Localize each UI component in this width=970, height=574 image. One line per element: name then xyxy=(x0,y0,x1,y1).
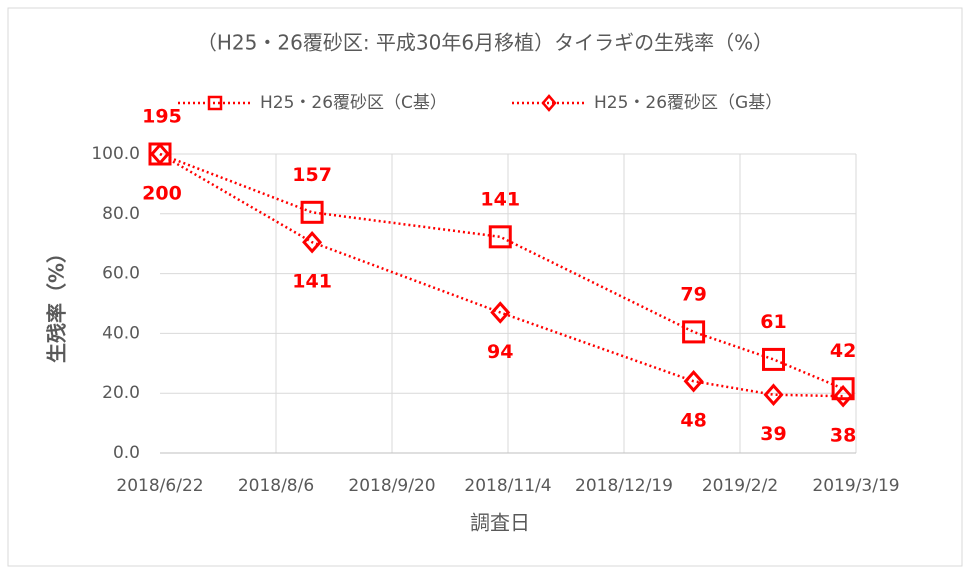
y-tick-label: 100.0 xyxy=(91,144,140,164)
marker xyxy=(490,301,511,324)
legend-label: H25・26覆砂区（G基） xyxy=(594,93,782,113)
y-tick-label: 40.0 xyxy=(102,323,140,343)
data-label: 39 xyxy=(760,423,786,445)
series-line xyxy=(159,152,844,390)
data-label: 200 xyxy=(142,183,182,205)
marker xyxy=(833,384,854,408)
marker xyxy=(149,142,171,166)
legend-label: H25・26覆砂区（C基） xyxy=(260,93,447,113)
data-label: 48 xyxy=(680,410,706,432)
data-label: 94 xyxy=(487,341,513,363)
data-label: 141 xyxy=(480,188,520,210)
x-axis-label: 調査日 xyxy=(470,511,530,535)
y-tick-label: 80.0 xyxy=(102,204,140,224)
marker xyxy=(488,225,512,249)
marker xyxy=(302,230,323,254)
marker xyxy=(300,200,324,224)
data-label: 79 xyxy=(680,283,706,305)
x-tick-label: 2018/6/22 xyxy=(116,476,203,496)
marker xyxy=(763,383,784,406)
y-tick-label: 0.0 xyxy=(113,443,140,463)
y-tick-label: 60.0 xyxy=(102,264,140,284)
data-label: 61 xyxy=(760,311,786,333)
marker xyxy=(762,347,786,371)
data-label: 141 xyxy=(292,271,332,293)
x-tick-label: 2018/9/20 xyxy=(348,476,435,496)
y-axis-label: 生残率（%） xyxy=(45,243,69,363)
x-tick-label: 2018/12/19 xyxy=(575,476,673,496)
data-label: 42 xyxy=(830,340,856,362)
data-label: 38 xyxy=(830,425,856,447)
marker xyxy=(683,369,704,393)
marker xyxy=(831,377,855,401)
marker xyxy=(682,320,706,344)
data-label: 157 xyxy=(292,164,332,186)
chart-border xyxy=(7,7,963,567)
legend-marker xyxy=(207,95,223,111)
data-label: 195 xyxy=(142,106,182,128)
x-tick-label: 2018/11/4 xyxy=(464,476,551,496)
y-tick-label: 20.0 xyxy=(102,383,140,403)
chart-title: （H25・26覆砂区: 平成30年6月移植）タイラギの生残率（%） xyxy=(197,31,773,55)
legend-marker xyxy=(541,94,557,112)
x-tick-label: 2019/3/19 xyxy=(812,476,899,496)
series-line xyxy=(159,152,844,398)
x-tick-label: 2019/2/2 xyxy=(702,476,778,496)
x-tick-label: 2018/8/6 xyxy=(238,476,314,496)
